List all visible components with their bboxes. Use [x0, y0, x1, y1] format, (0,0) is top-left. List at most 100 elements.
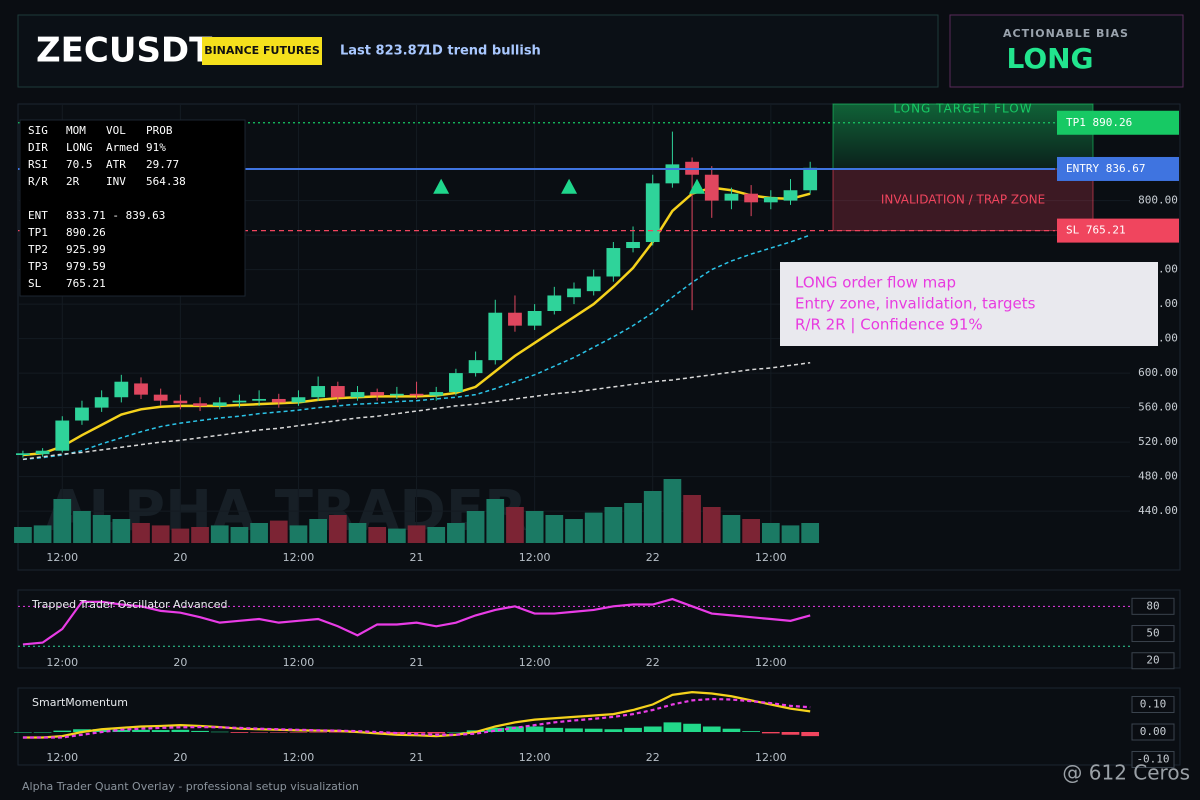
panel-title: Trapped Trader Oscillator Advanced [31, 598, 227, 611]
info-cell: TP3 [28, 260, 48, 273]
bias-label: ACTIONABLE BIAS [1003, 27, 1129, 40]
volume-bar [250, 523, 268, 543]
candle-body [409, 393, 424, 396]
level-label: ENTRY 836.67 [1066, 162, 1145, 175]
volume-bar [427, 527, 446, 543]
candle-body [508, 312, 522, 326]
volume-bar [683, 495, 701, 543]
info-cell: SIG [28, 124, 48, 137]
candle-body [75, 407, 89, 421]
volume-bar [781, 525, 800, 543]
x-tick-label: 12:00 [46, 551, 78, 564]
y-tick-box [1131, 723, 1175, 741]
candle-body [567, 288, 581, 298]
histogram-bar [14, 732, 32, 733]
volume-bar [230, 527, 249, 543]
candle-body [586, 276, 601, 292]
volume-bar [466, 511, 485, 543]
candle-body [114, 381, 129, 398]
y-tick-label: 0.10 [1140, 698, 1167, 711]
histogram-bar [545, 727, 564, 732]
histogram-bar [151, 730, 170, 732]
x-tick-label: 12:00 [283, 656, 315, 669]
candle-body [783, 190, 798, 201]
footer: Alpha Trader Quant Overlay - professiona… [22, 780, 359, 793]
volume-bar [171, 528, 190, 543]
candle-body [704, 174, 719, 201]
volume-bar [604, 507, 623, 543]
histogram-bar [92, 729, 111, 732]
x-tick-label: 22 [646, 751, 660, 764]
last-price: Last 823.87 [340, 44, 426, 59]
histogram-bar [742, 731, 760, 732]
histogram-bar [53, 730, 72, 732]
header-box [17, 14, 939, 88]
volume-bar [545, 515, 564, 543]
candle-body [389, 393, 404, 396]
trend: 1D trend bullish [423, 44, 541, 59]
info-cell: 29.77 [146, 158, 179, 171]
histogram-bar [191, 730, 209, 732]
volume-bar [722, 515, 741, 543]
candle-body [547, 295, 562, 311]
info-box-bg [19, 119, 246, 297]
histogram-bar [132, 729, 150, 732]
histogram-bar [447, 732, 465, 733]
candle-body [488, 312, 503, 361]
candle-body [173, 400, 188, 404]
zone-label: INVALIDATION / TRAP ZONE [881, 192, 1045, 206]
x-tick-label: 21 [410, 656, 424, 669]
series-line [22, 697, 811, 739]
volume-bar [73, 511, 91, 543]
histogram-bar [250, 732, 268, 733]
candle-body [527, 310, 542, 326]
info-cell: SL [28, 277, 42, 290]
x-tick-label: 12:00 [755, 751, 787, 764]
info-cell: TP2 [28, 243, 48, 256]
callout-line: R/R 2R | Confidence 91% [795, 316, 983, 334]
x-tick-label: 20 [173, 751, 187, 764]
x-tick-label: 22 [646, 656, 660, 669]
candle-body [803, 167, 818, 191]
indicator-line [22, 361, 811, 461]
info-cell: RSI [28, 158, 48, 171]
buy-signal [433, 178, 450, 194]
histogram-bar [683, 723, 701, 732]
info-cell: 979.59 [66, 260, 106, 273]
histogram-bar [171, 729, 190, 732]
volume-bar [151, 525, 170, 543]
candle-body [55, 420, 70, 451]
exchange: BINANCE FUTURES [204, 44, 320, 57]
volume-bar [506, 507, 524, 543]
x-tick-label: 12:00 [46, 751, 78, 764]
volume-bar [742, 519, 760, 543]
volume-bar [624, 503, 642, 543]
volume-bar [132, 523, 150, 543]
info-cell: 70.5 [66, 158, 93, 171]
volume-bar [584, 512, 603, 543]
info-cell: ENT [28, 209, 48, 222]
info-cell: 91% [146, 141, 166, 154]
volume-bar [388, 528, 406, 543]
histogram-bar [33, 732, 52, 733]
x-tick-label: 12:00 [519, 656, 551, 669]
info-cell: Armed [106, 141, 139, 154]
info-cell: R/R [28, 175, 48, 188]
y-tick-box [1131, 625, 1175, 643]
histogram-bar [702, 726, 721, 732]
level-box [1057, 156, 1179, 181]
info-cell: MOM [66, 124, 86, 137]
level-label: SL 765.21 [1066, 224, 1126, 237]
candle-body [724, 193, 739, 201]
series-line [22, 597, 811, 646]
volume-bar [525, 511, 544, 543]
y-tick-box [1131, 597, 1175, 615]
x-tick-label: 21 [410, 751, 424, 764]
histogram-bar [486, 727, 505, 732]
x-tick-label: 12:00 [755, 656, 787, 669]
candle-body [252, 398, 266, 401]
info-cell: 765.21 [66, 277, 106, 290]
info-cell: DIR [28, 141, 48, 154]
